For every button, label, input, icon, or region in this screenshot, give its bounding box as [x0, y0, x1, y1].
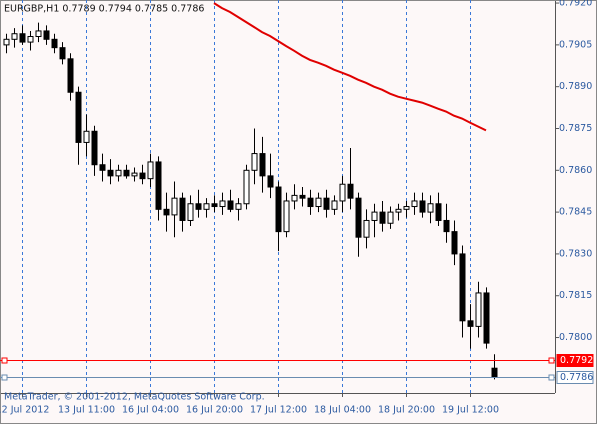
chart-title: EURGBP,H1 0.7789 0.7794 0.7785 0.7786 [4, 4, 204, 15]
price-label: 0.7792 [560, 355, 593, 366]
candle-body [387, 211, 394, 224]
x-tick-label: 17 Jul 12:00 [250, 405, 307, 416]
candle-body [83, 130, 90, 143]
candle-body [139, 172, 146, 180]
candle-body [347, 183, 354, 199]
candle-body [227, 200, 234, 210]
copyright: MetaTrader, © 2001-2012, MetaQuotes Soft… [4, 392, 265, 403]
candle-body [107, 169, 114, 177]
y-tick-label: 0.7860 [559, 165, 592, 176]
candle-body [19, 33, 26, 43]
candle-body [211, 203, 218, 208]
candle-body [331, 200, 338, 210]
candle-body [123, 169, 130, 177]
candle-body [419, 200, 426, 213]
candle-body [363, 219, 370, 238]
candle-body [467, 320, 474, 327]
y-tick-label: 0.7920 [559, 0, 592, 9]
candle-body [491, 367, 498, 378]
candle-body [411, 200, 418, 208]
candle-body [267, 175, 274, 188]
candle-body [3, 38, 10, 46]
candle-body [483, 292, 490, 344]
candle-body [235, 203, 242, 210]
candle-body [259, 153, 266, 177]
x-tick-label: 16 Jul 20:00 [186, 405, 243, 416]
candle-body [395, 208, 402, 213]
y-tick-label: 0.7890 [559, 81, 592, 92]
candle-body [67, 58, 74, 93]
candle-body [283, 200, 290, 233]
candle-body [315, 197, 322, 208]
candle-body [155, 161, 162, 210]
candle-body [171, 197, 178, 216]
candle-body [59, 47, 66, 60]
candle-body [27, 36, 34, 43]
candle-body [131, 172, 138, 177]
candle-body [35, 30, 42, 38]
y-tick-label: 0.7800 [559, 332, 592, 343]
candle-body [443, 219, 450, 233]
candle-body [323, 197, 330, 210]
candle-body [427, 203, 434, 213]
candle-body [75, 91, 82, 143]
candle-body [291, 194, 298, 202]
price-label-box [556, 354, 594, 367]
candle-body [99, 164, 106, 171]
price-label: 0.7786 [560, 372, 593, 383]
candle-body [339, 183, 346, 202]
candle-body [299, 194, 306, 199]
candle-body [475, 292, 482, 327]
candle-body [275, 186, 282, 233]
candle-body [371, 211, 378, 221]
candle-body [307, 197, 314, 208]
price-label-box [556, 371, 594, 384]
candle-body [147, 161, 154, 180]
x-tick-label: 19 Jul 12:00 [442, 405, 499, 416]
candle-body [459, 253, 466, 322]
candle-body [43, 30, 50, 40]
candle-body [435, 203, 442, 221]
y-tick-label: 0.7905 [559, 39, 592, 50]
candle-body [251, 153, 258, 171]
price-marker [1, 374, 8, 381]
x-tick-label: 13 Jul 11:00 [58, 405, 115, 416]
x-tick-label: 12 Jul 2012 [0, 405, 49, 416]
candle-body [451, 231, 458, 255]
candle-body [243, 169, 250, 205]
candle-body [51, 38, 58, 49]
candle-body [195, 203, 202, 210]
candle-body [219, 200, 226, 208]
candle-body [11, 33, 18, 40]
candle-body [403, 206, 410, 210]
candle-body [179, 197, 186, 221]
price-marker [548, 357, 555, 364]
candle-body [379, 211, 386, 224]
candle-body [91, 130, 98, 166]
price-marker [548, 374, 555, 381]
y-tick-label: 0.7830 [559, 248, 592, 259]
candle-body [115, 169, 122, 177]
candle-body [203, 203, 210, 210]
candle-body [355, 197, 362, 238]
candle-body [163, 208, 170, 216]
y-tick-label: 0.7845 [559, 207, 592, 218]
y-tick-label: 0.7875 [559, 123, 592, 134]
candle-body [187, 203, 194, 221]
price-marker [1, 357, 8, 364]
x-tick-label: 18 Jul 04:00 [314, 405, 371, 416]
x-tick-label: 16 Jul 04:00 [122, 405, 179, 416]
x-tick-label: 18 Jul 20:00 [378, 405, 435, 416]
moving-average-line [213, 2, 487, 132]
y-tick-label: 0.7815 [559, 290, 592, 301]
